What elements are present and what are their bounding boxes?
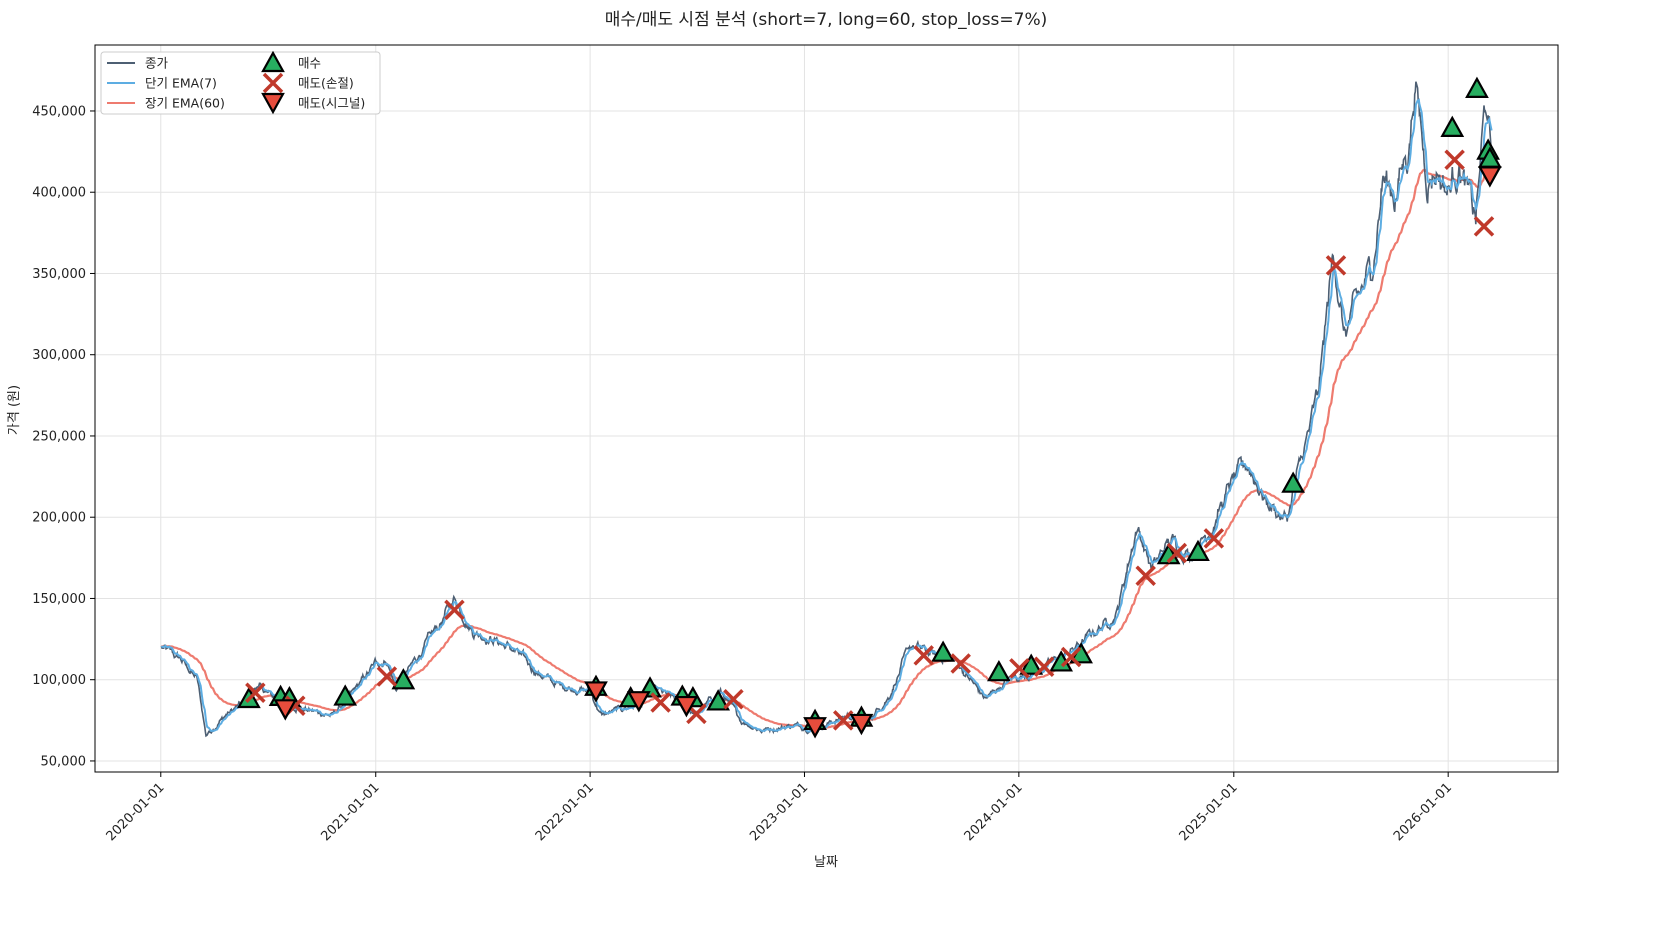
legend-label: 매도(시그널)	[298, 96, 365, 111]
buy-marker	[987, 659, 1011, 682]
buy-marker	[1440, 115, 1465, 137]
y-tick-label: 50,000	[41, 754, 87, 769]
x-tick-label: 2020-01-01	[104, 780, 168, 844]
y-tick-label: 300,000	[32, 348, 86, 363]
buy-marker	[1281, 471, 1305, 493]
marker-layer	[237, 76, 1502, 739]
stop-loss-marker	[1473, 216, 1495, 237]
y-tick-label: 200,000	[32, 511, 86, 526]
plot-frame	[94, 44, 1559, 773]
stop-loss-marker	[376, 666, 398, 687]
legend-label: 매도(손절)	[298, 76, 354, 91]
stop-loss-marker	[650, 692, 671, 713]
buy-marker	[1186, 539, 1210, 562]
legend-label: 종가	[145, 56, 169, 71]
buy-marker	[1019, 653, 1044, 675]
buy-marker	[931, 640, 955, 662]
legend-label: 장기 EMA(60)	[145, 96, 225, 111]
x-tick-label: 2023-01-01	[747, 780, 811, 844]
y-tick-label: 450,000	[32, 104, 86, 119]
signal-sell-marker	[584, 681, 608, 703]
signal-sell-marker	[1478, 166, 1502, 188]
stop-loss-marker	[1325, 255, 1347, 276]
stop-loss-marker	[1135, 565, 1156, 586]
x-tick-label: 2022-01-01	[533, 780, 597, 844]
buy-marker	[1465, 76, 1489, 98]
legend-stop-loss-icon	[262, 72, 284, 94]
stop-loss-marker	[1009, 658, 1030, 679]
stop-loss-marker	[1060, 646, 1082, 668]
stop-loss-marker	[723, 688, 744, 710]
close-price-line	[160, 81, 1493, 738]
legend-label: 단기 EMA(7)	[145, 76, 217, 91]
stop-loss-marker	[245, 682, 266, 703]
stop-loss-marker	[1166, 542, 1188, 564]
x-tick-label: 2025-01-01	[1177, 780, 1241, 844]
y-tick-label: 100,000	[32, 673, 86, 688]
legend-signal-sell-icon	[261, 92, 285, 115]
legend-box	[100, 51, 381, 115]
buy-marker	[706, 689, 731, 711]
stop-loss-marker	[1033, 656, 1055, 677]
stop-loss-marker	[913, 645, 934, 666]
chart-title: 매수/매도 시점 분석 (short=7, long=60, stop_loss…	[605, 10, 1048, 30]
stop-loss-marker	[1444, 149, 1465, 170]
signal-sell-marker	[674, 695, 699, 718]
x-axis: 2020-01-01 2021-01-01 2022-01-01 2023-01-01…	[104, 772, 1455, 844]
y-tick-label: 150,000	[32, 592, 86, 607]
stop-loss-marker	[833, 710, 854, 731]
y-tick-label: 400,000	[32, 186, 86, 201]
buy-marker	[333, 684, 358, 706]
y-tick-label: 250,000	[32, 429, 86, 444]
long-ema-line	[161, 162, 1492, 729]
legend-label: 매수	[298, 56, 321, 71]
y-axis: 50,000 100,000 150,000 200,000 250,000 300,00…	[32, 104, 95, 769]
x-tick-label: 2026-01-01	[1391, 780, 1455, 844]
stop-loss-marker	[950, 653, 971, 674]
x-tick-label: 2024-01-01	[962, 780, 1026, 844]
x-tick-label: 2021-01-01	[319, 780, 383, 844]
signal-sell-marker	[849, 713, 874, 736]
grid	[95, 45, 1558, 772]
buy-marker	[391, 668, 416, 690]
stop-loss-marker	[1203, 528, 1225, 549]
y-axis-label: 가격 (원)	[7, 385, 22, 435]
stop-loss-marker	[444, 599, 465, 621]
series-layer	[160, 81, 1493, 738]
signal-sell-marker	[803, 717, 827, 739]
short-ema-line	[160, 98, 1493, 733]
x-axis-label: 날짜	[814, 855, 838, 870]
signal-sell-marker	[626, 691, 651, 713]
legend-buy-icon	[261, 50, 285, 73]
signal-sell-marker	[273, 699, 298, 721]
y-tick-label: 350,000	[32, 267, 86, 282]
